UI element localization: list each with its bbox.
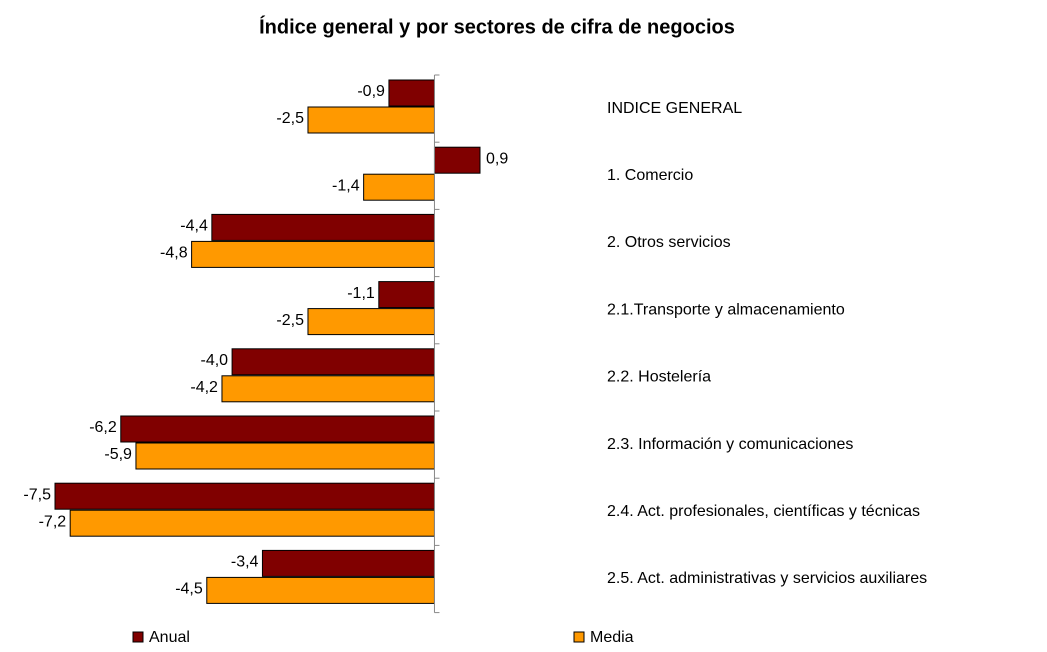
data-label: -2,5 <box>276 110 304 127</box>
category-label: 2. Otros servicios <box>607 234 731 251</box>
data-label: -4,5 <box>175 581 203 598</box>
data-label: -1,4 <box>332 177 360 194</box>
data-label: -5,9 <box>104 446 132 463</box>
legend-label: Anual <box>149 629 190 646</box>
bar <box>54 482 435 510</box>
data-label: -4,2 <box>190 379 218 396</box>
category-label: 2.3. Información y comunicaciones <box>607 436 853 453</box>
bar <box>378 281 435 309</box>
legend-swatch <box>573 631 585 643</box>
data-label: -0,9 <box>357 83 385 100</box>
data-label: -4,4 <box>180 218 208 235</box>
bar <box>120 415 435 443</box>
bar <box>307 106 435 134</box>
category-label: 2.1.Transporte y almacenamiento <box>607 301 845 318</box>
legend-label: Media <box>590 629 634 646</box>
bar <box>191 240 435 268</box>
bar <box>388 79 435 107</box>
data-label: -3,4 <box>231 554 259 571</box>
data-label: -1,1 <box>347 285 375 302</box>
chart-title: Índice general y por sectores de cifra d… <box>259 15 735 38</box>
bar <box>206 576 435 604</box>
category-label: INDICE GENERAL <box>607 100 742 117</box>
bar <box>231 348 435 376</box>
data-label: -4,8 <box>160 245 188 262</box>
data-label: -2,5 <box>276 312 304 329</box>
category-label: 2.5. Act. administrativas y servicios au… <box>607 570 927 587</box>
bar <box>363 173 435 201</box>
category-label: 1. Comercio <box>607 167 693 184</box>
bar <box>307 308 435 336</box>
data-label: -7,5 <box>23 486 51 503</box>
bar <box>135 442 435 470</box>
category-label: 2.2. Hostelería <box>607 369 711 386</box>
bar <box>433 146 481 174</box>
data-label: -6,2 <box>89 419 117 436</box>
data-label: 0,9 <box>486 150 508 167</box>
bar <box>261 549 435 577</box>
category-label: 2.4. Act. profesionales, científicas y t… <box>607 503 920 520</box>
bar <box>221 375 435 403</box>
bar <box>211 213 435 241</box>
data-label: -4,0 <box>201 352 229 369</box>
data-label: -7,2 <box>39 513 67 530</box>
bar <box>69 509 435 537</box>
legend-swatch <box>132 631 144 643</box>
